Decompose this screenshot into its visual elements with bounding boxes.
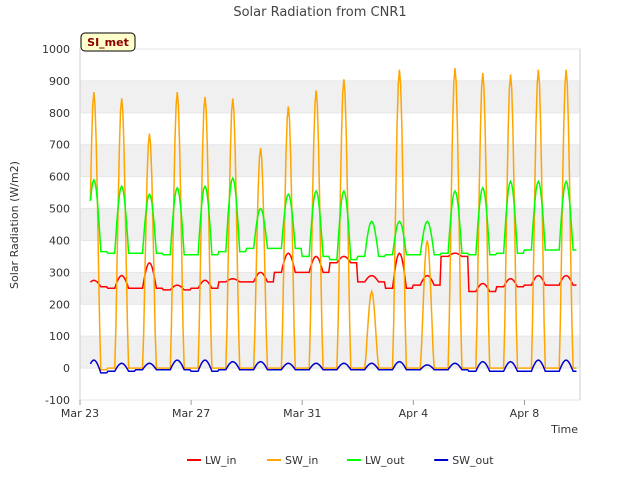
x-axis-ticks: Mar 23 Mar 27 Mar 31 Apr 4 Apr 8 (61, 400, 539, 420)
legend-label: SW_in (285, 454, 318, 467)
y-axis-ticks: -100 0 100 200 300 400 500 600 700 800 900 1000 (42, 43, 580, 407)
site-badge-box (80, 32, 136, 52)
x-tick-label: Mar 27 (172, 407, 210, 420)
y-tick-label: 200 (49, 298, 70, 311)
y-tick-label: 100 (49, 330, 70, 343)
y-tick-label: 700 (49, 139, 70, 152)
grid-band (80, 144, 580, 177)
site-badge-label: SI_met (87, 36, 129, 49)
series-lines (89, 68, 577, 374)
y-tick-label: 1000 (42, 43, 70, 56)
x-tick-label: Mar 31 (283, 407, 321, 420)
y-tick-label: 500 (49, 203, 70, 216)
legend: LW_in SW_in LW_out SW_out (187, 454, 494, 467)
site-badge: SI_met (80, 32, 136, 52)
grid-band (80, 208, 580, 241)
series-line-sw-out (89, 359, 577, 374)
x-tick-label: Apr 8 (510, 407, 540, 420)
y-tick-label: -100 (45, 394, 70, 407)
legend-label: SW_out (452, 454, 494, 467)
x-tick-label: Mar 23 (61, 407, 99, 420)
grid-band (80, 336, 580, 369)
y-tick-label: 400 (49, 234, 70, 247)
y-tick-label: 300 (49, 266, 70, 279)
y-tick-label: 900 (49, 75, 70, 88)
chart-title: Solar Radiation from CNR1 (233, 5, 406, 20)
y-tick-label: 0 (63, 362, 70, 375)
legend-label: LW_in (205, 454, 237, 467)
y-axis-label: Solar Radiation (W/m2) (8, 161, 21, 289)
series-line-sw-in (89, 68, 577, 371)
x-tick-label: Apr 4 (399, 407, 429, 420)
y-tick-label: 800 (49, 107, 70, 120)
legend-label: LW_out (365, 454, 405, 467)
y-tick-label: 600 (49, 171, 70, 184)
x-axis-label: Time (550, 423, 578, 436)
grid-band (80, 80, 580, 113)
series-line-lw-out (89, 176, 577, 261)
